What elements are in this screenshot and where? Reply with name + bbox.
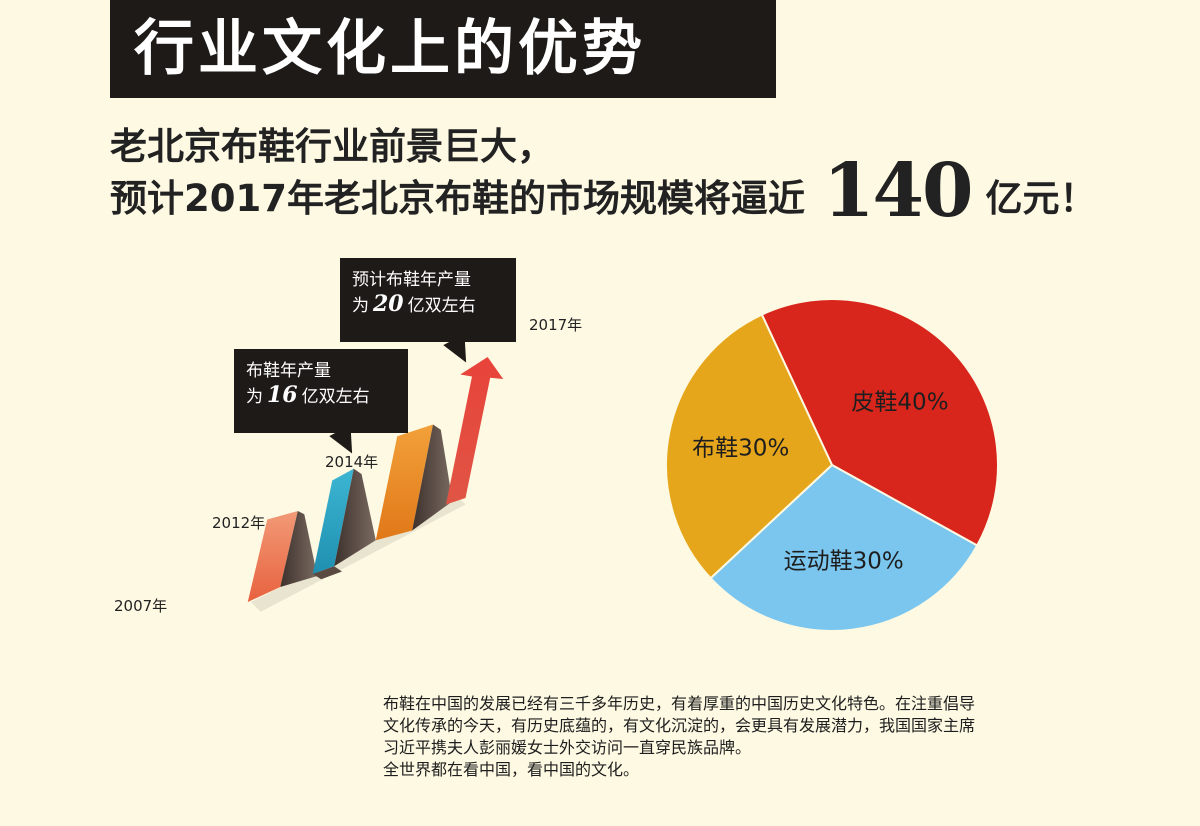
headline-prefix: 预计2017年老北京布鞋的市场规模将逼近 xyxy=(110,177,805,221)
ribbon-segment-2014 xyxy=(375,424,433,541)
callout-2017-prefix: 为 xyxy=(352,296,369,316)
paragraph-line-4: 全世界都在看中国，看中国的文化。 xyxy=(383,760,640,779)
pie-slice-1 xyxy=(709,463,979,632)
ribbon-base-2012 xyxy=(312,566,342,580)
ribbon-segment-2007 xyxy=(247,511,298,602)
paragraph-line-1: 布鞋在中国的发展已经有三千多年历史，有着厚重的中国历史文化特色。在注重倡导 xyxy=(383,694,976,713)
callout-2017-suffix: 亿双左右 xyxy=(407,296,476,316)
headline-suffix: 亿元！ xyxy=(985,177,1097,221)
description-paragraph: 布鞋在中国的发展已经有三千多年历史，有着厚重的中国历史文化特色。在注重倡导 文化… xyxy=(383,693,1103,781)
callout-2014: 布鞋年产量 为 16 亿双左右 xyxy=(234,349,408,460)
callout-2014-line1: 布鞋年产量 xyxy=(246,361,331,381)
callout-2017-number: 20 xyxy=(373,291,404,317)
pie-slice-2 xyxy=(665,313,834,580)
callout-2014-prefix: 为 xyxy=(246,387,263,407)
callout-2017-line2: 为 20 亿双左右 xyxy=(352,292,504,318)
callout-2014-suffix: 亿双左右 xyxy=(301,387,370,407)
title-banner: 行业文化上的优势 xyxy=(110,0,776,98)
page-title: 行业文化上的优势 xyxy=(134,14,646,84)
pie-label-0: 皮鞋40% xyxy=(851,390,948,416)
callout-2014-line2: 为 16 亿双左右 xyxy=(246,383,396,409)
growth-ribbon-graphic xyxy=(247,356,504,612)
market-share-pie-chart: 皮鞋40% 运动鞋30% 布鞋30% xyxy=(665,298,999,632)
year-label-2017: 2017年 xyxy=(529,316,583,334)
callout-2017-line1: 预计布鞋年产量 xyxy=(352,270,471,290)
pie-label-2: 布鞋30% xyxy=(692,435,789,461)
paragraph-line-3: 习近平携夫人彭丽媛女士外交访问一直穿民族品牌。 xyxy=(383,738,752,757)
headline-big-number: 140 xyxy=(822,148,973,234)
headline-line-1: 老北京布鞋行业前景巨大， xyxy=(110,125,554,168)
ribbon-fold-2014 xyxy=(412,424,453,531)
ribbon-fold-2012 xyxy=(334,468,376,567)
callout-2017: 预计布鞋年产量 为 20 亿双左右 xyxy=(340,258,516,369)
year-label-2007: 2007年 xyxy=(114,597,168,615)
paragraph-line-2: 文化传承的今天，有历史底蕴的，有文化沉淀的，会更具有发展潜力，我国国家主席 xyxy=(383,716,976,735)
ribbon-fold-2007 xyxy=(280,511,318,588)
ribbon-segment-2012 xyxy=(312,468,354,575)
year-label-2012: 2012年 xyxy=(212,514,266,532)
growth-arrow xyxy=(446,356,504,505)
pie-label-1: 运动鞋30% xyxy=(784,549,904,575)
pie-slice-0 xyxy=(760,298,999,547)
callout-2014-number: 16 xyxy=(267,382,298,408)
headline-line-2: 预计2017年老北京布鞋的市场规模将逼近 140 亿元！ xyxy=(110,148,1097,234)
year-label-2014: 2014年 xyxy=(325,453,379,471)
